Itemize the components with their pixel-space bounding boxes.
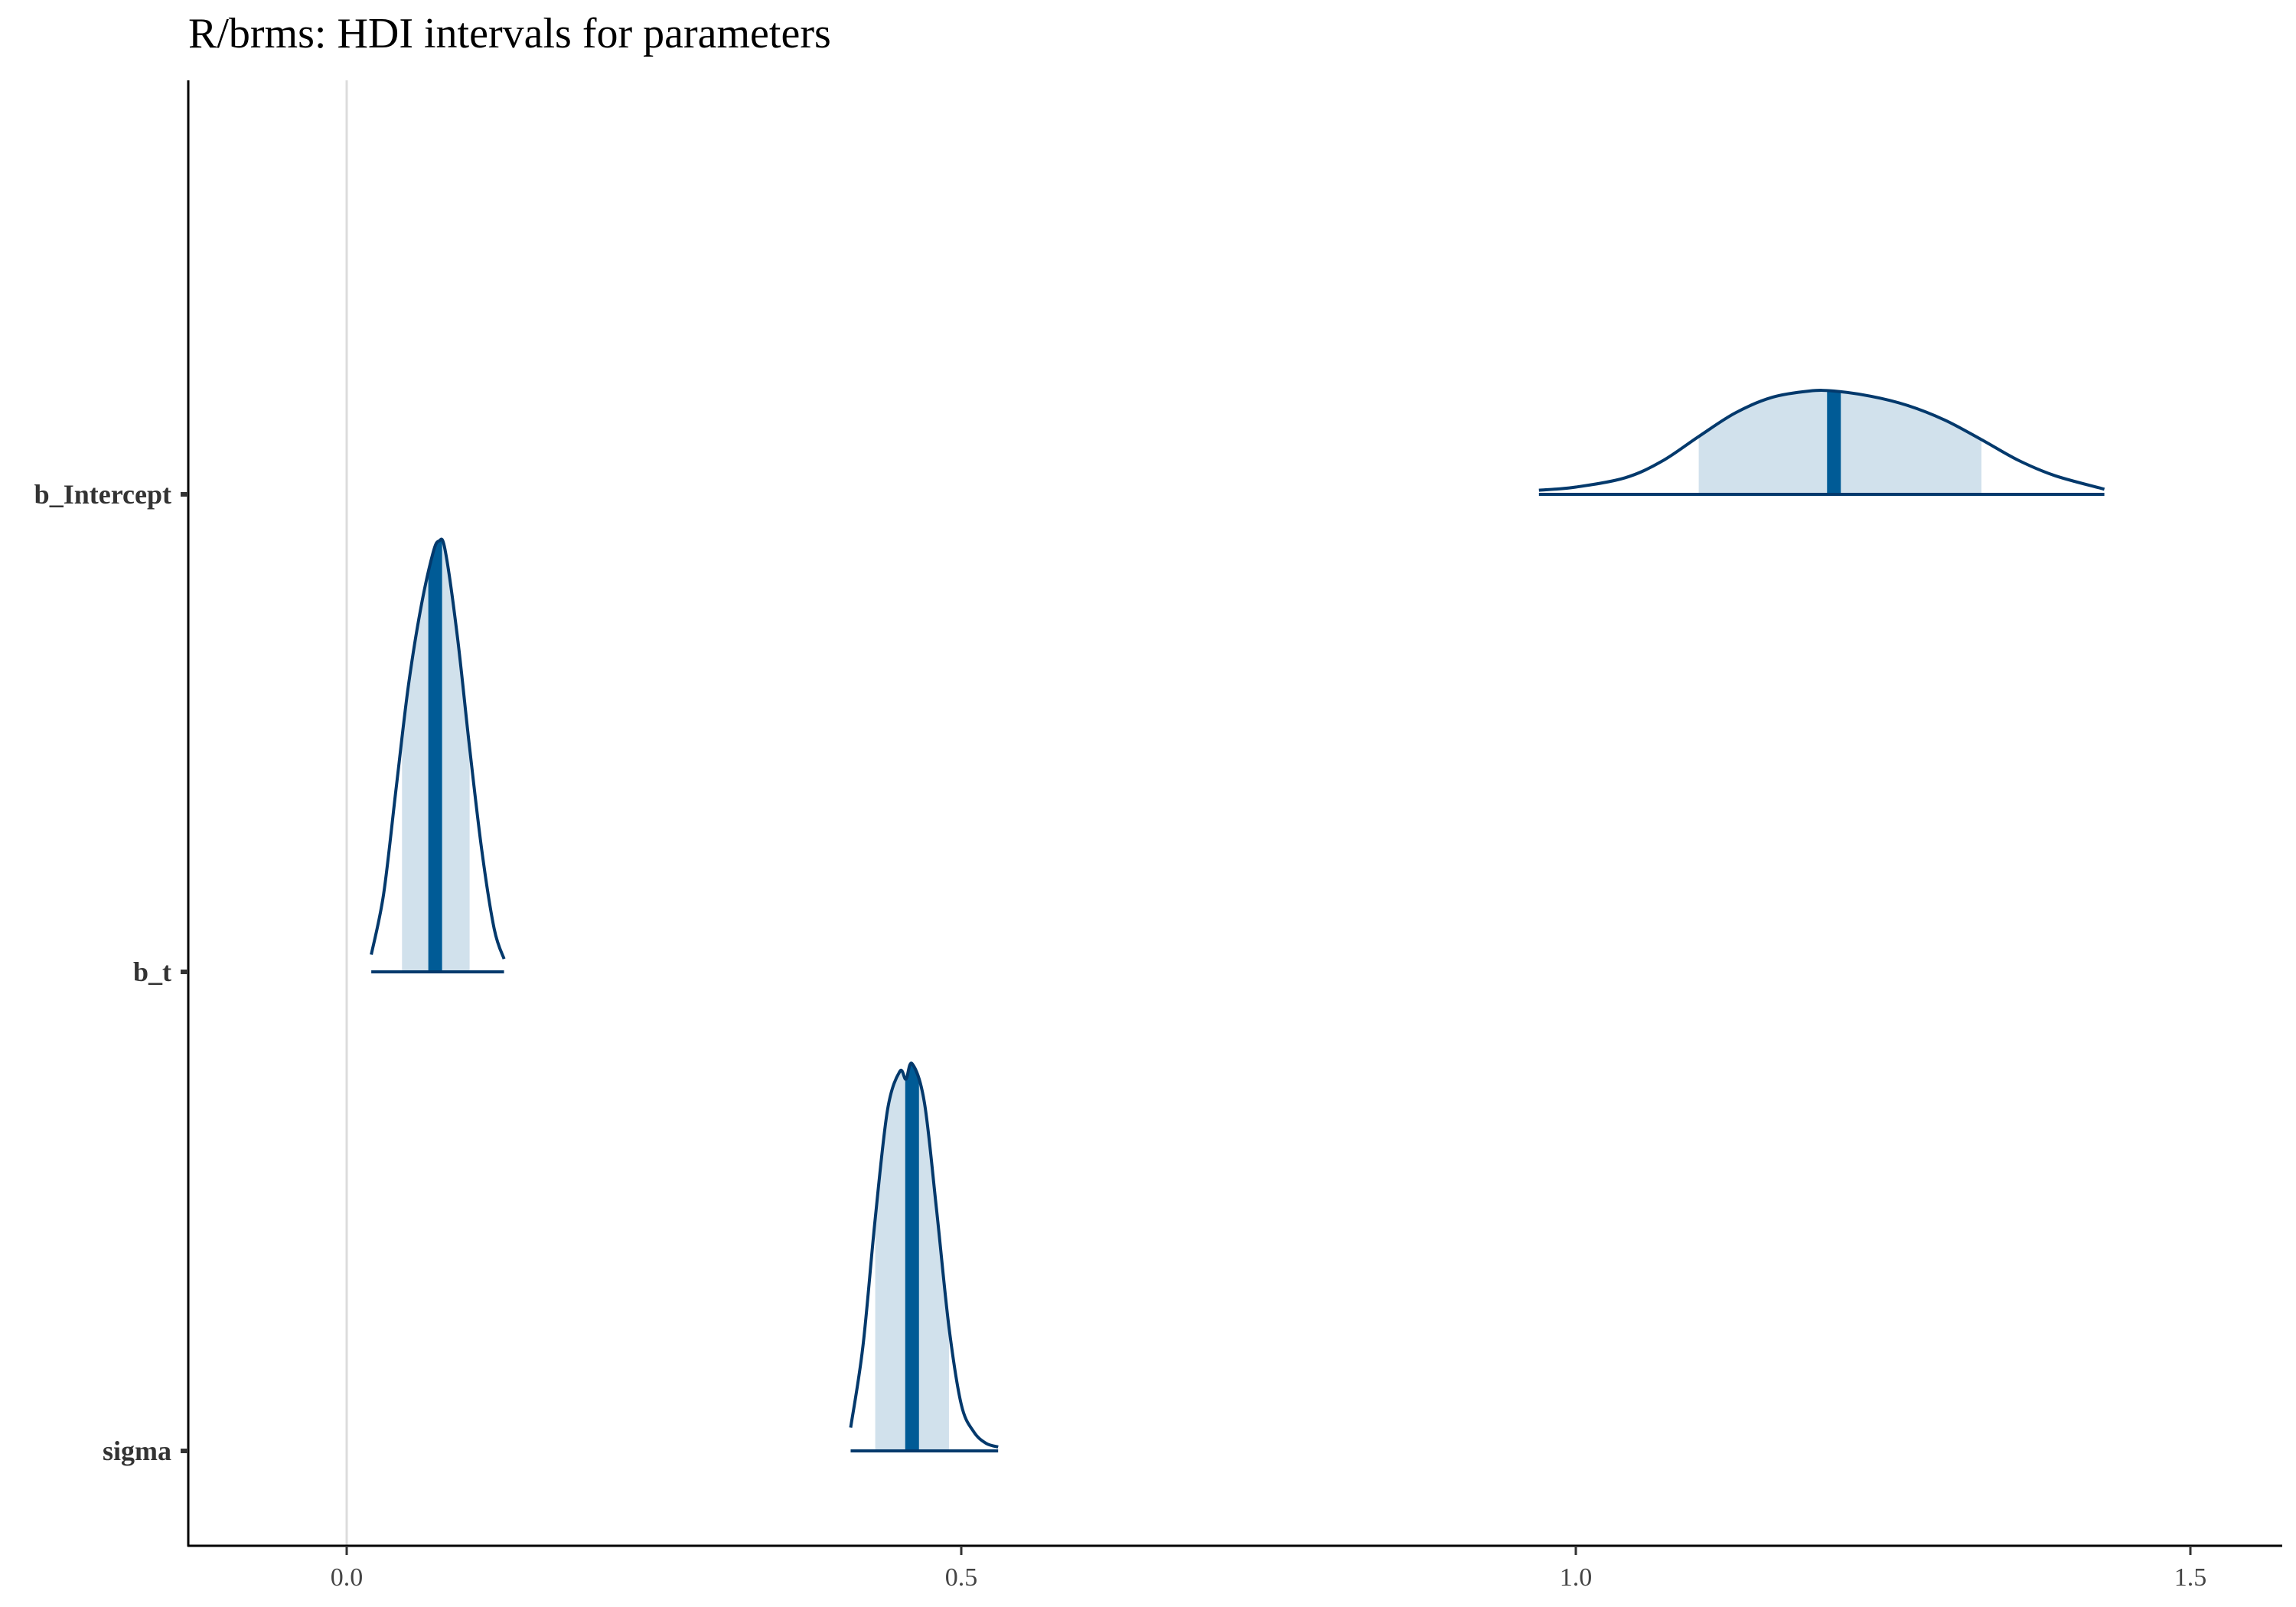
median-bar-b_Intercept [1827, 390, 1841, 494]
density-curve-b_Intercept [1538, 389, 2105, 492]
ridge-sigma [849, 1061, 999, 1452]
x-tick-label: 1.5 [2174, 1563, 2207, 1592]
density-curve-sigma [849, 1061, 999, 1449]
ridges-layer [370, 389, 2105, 1452]
median-bar-b_t [428, 539, 442, 972]
density-curve-b_t [370, 537, 506, 960]
x-tick-label: 1.0 [1560, 1563, 1593, 1592]
x-axis-ticks: 0.0 0.5 1.0 1.5 [331, 1546, 2207, 1592]
x-tick-label: 0.5 [945, 1563, 978, 1592]
median-bar-sigma [905, 1063, 919, 1451]
y-tick-label-b_Intercept: b_Intercept [34, 479, 171, 510]
chart-title: R/brms: HDI intervals for parameters [188, 10, 831, 57]
y-tick-label-b_t: b_t [133, 957, 171, 987]
ridge-b_t [370, 537, 506, 973]
x-tick-label: 0.0 [331, 1563, 364, 1592]
ridge-b_Intercept [1538, 389, 2105, 496]
y-tick-label-sigma: sigma [103, 1436, 171, 1466]
